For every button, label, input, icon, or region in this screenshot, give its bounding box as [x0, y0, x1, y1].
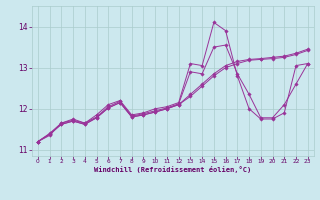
X-axis label: Windchill (Refroidissement éolien,°C): Windchill (Refroidissement éolien,°C) — [94, 166, 252, 173]
